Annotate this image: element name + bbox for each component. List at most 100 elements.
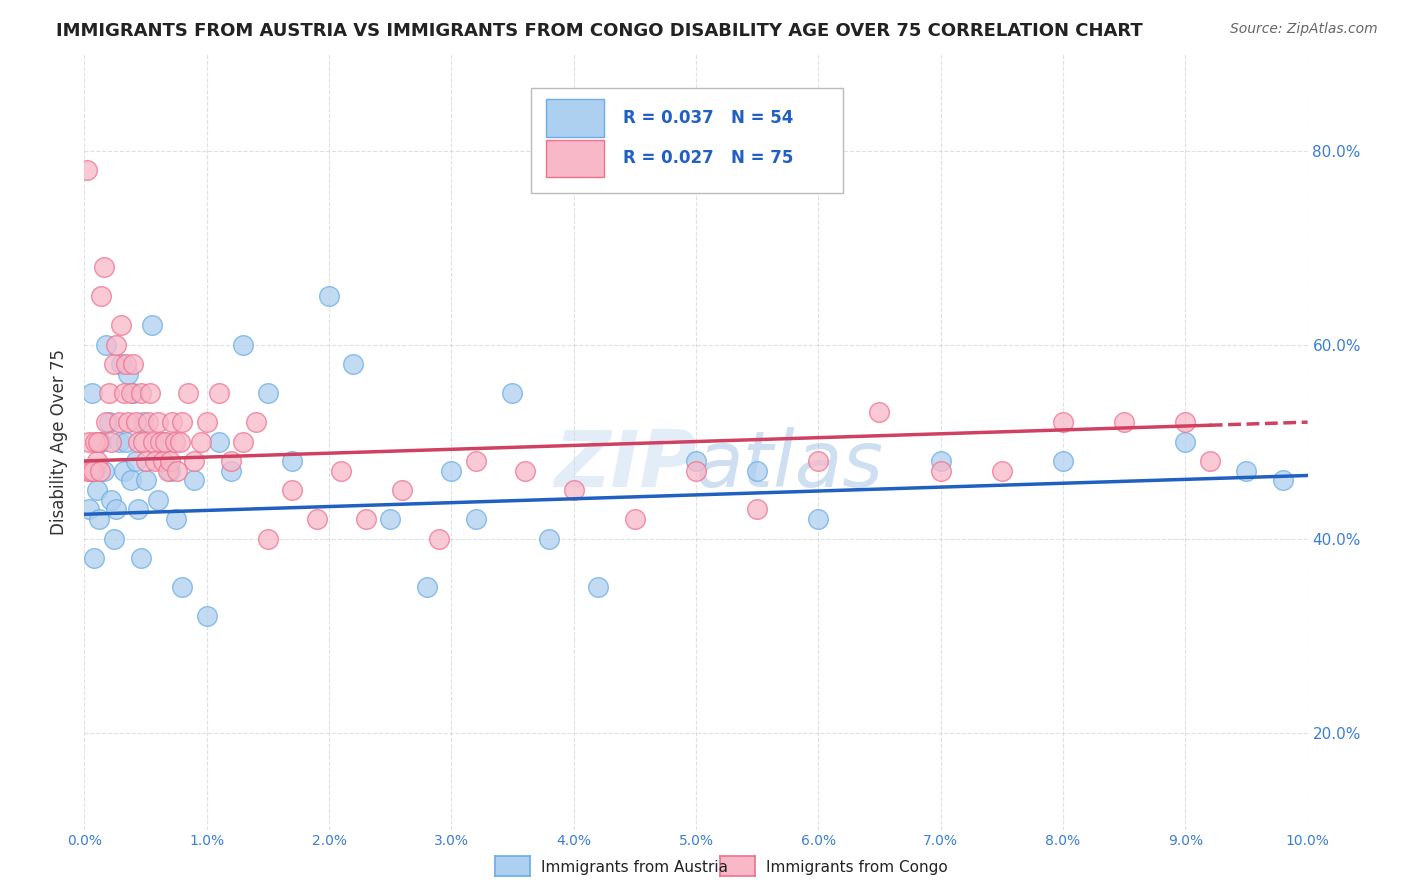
Point bbox=[440, 464, 463, 478]
Point bbox=[416, 580, 439, 594]
Point bbox=[103, 357, 125, 371]
Point bbox=[342, 357, 364, 371]
Point bbox=[112, 464, 135, 478]
Point bbox=[219, 454, 242, 468]
Point bbox=[153, 434, 176, 449]
Point bbox=[115, 357, 138, 371]
Point bbox=[1198, 454, 1220, 468]
Point bbox=[100, 434, 122, 449]
Point bbox=[142, 434, 165, 449]
Point bbox=[139, 386, 162, 401]
Point bbox=[747, 502, 769, 516]
Point bbox=[110, 357, 132, 371]
Point bbox=[172, 580, 194, 594]
Point bbox=[232, 434, 254, 449]
Point bbox=[245, 415, 267, 429]
Point bbox=[136, 415, 159, 429]
Text: atlas: atlas bbox=[696, 426, 884, 503]
Point bbox=[120, 473, 142, 487]
Point bbox=[132, 434, 155, 449]
Point bbox=[122, 357, 145, 371]
Point bbox=[107, 434, 129, 449]
Point bbox=[183, 454, 205, 468]
Point bbox=[105, 502, 128, 516]
Point bbox=[257, 386, 280, 401]
Point bbox=[1272, 473, 1295, 487]
Point bbox=[807, 512, 830, 526]
Point bbox=[195, 609, 218, 624]
Point bbox=[120, 386, 142, 401]
Point bbox=[84, 434, 107, 449]
Point bbox=[1174, 434, 1197, 449]
Point bbox=[172, 415, 194, 429]
Point bbox=[513, 464, 536, 478]
Text: ZIP: ZIP bbox=[554, 426, 696, 503]
Point bbox=[380, 512, 402, 526]
Point bbox=[169, 434, 191, 449]
Point bbox=[1114, 415, 1136, 429]
Point bbox=[127, 434, 149, 449]
Point bbox=[135, 473, 157, 487]
Point bbox=[330, 464, 353, 478]
Text: Source: ZipAtlas.com: Source: ZipAtlas.com bbox=[1230, 22, 1378, 37]
Point bbox=[83, 464, 105, 478]
Point bbox=[77, 502, 100, 516]
Point bbox=[87, 434, 110, 449]
Point bbox=[105, 337, 128, 351]
Point bbox=[125, 454, 148, 468]
Point bbox=[115, 434, 138, 449]
Point bbox=[117, 415, 139, 429]
Point bbox=[79, 464, 101, 478]
Point bbox=[354, 512, 377, 526]
Point bbox=[807, 454, 830, 468]
Point bbox=[96, 337, 118, 351]
Point bbox=[149, 434, 172, 449]
Point bbox=[77, 464, 100, 478]
Point bbox=[281, 483, 304, 497]
Point bbox=[107, 415, 129, 429]
Point bbox=[83, 551, 105, 566]
FancyBboxPatch shape bbox=[546, 99, 605, 136]
Point bbox=[163, 434, 186, 449]
Point bbox=[82, 464, 104, 478]
Point bbox=[427, 532, 450, 546]
Point bbox=[86, 483, 108, 497]
Point bbox=[159, 454, 181, 468]
FancyBboxPatch shape bbox=[546, 140, 605, 177]
Point bbox=[165, 512, 187, 526]
Point bbox=[747, 464, 769, 478]
Point bbox=[90, 289, 112, 303]
Text: R = 0.037   N = 54: R = 0.037 N = 54 bbox=[623, 109, 793, 127]
Point bbox=[89, 464, 111, 478]
Point bbox=[869, 405, 891, 419]
Point bbox=[132, 415, 155, 429]
Point bbox=[685, 454, 707, 468]
Text: Immigrants from Congo: Immigrants from Congo bbox=[766, 860, 948, 874]
Point bbox=[586, 580, 609, 594]
Point bbox=[129, 386, 152, 401]
Point bbox=[562, 483, 585, 497]
Point bbox=[127, 502, 149, 516]
Point bbox=[86, 454, 108, 468]
Point bbox=[143, 454, 166, 468]
Point bbox=[305, 512, 328, 526]
Point bbox=[112, 386, 135, 401]
Point bbox=[152, 454, 174, 468]
Point bbox=[141, 318, 163, 333]
Point bbox=[87, 434, 110, 449]
Point bbox=[219, 464, 242, 478]
Point bbox=[100, 492, 122, 507]
Point bbox=[80, 386, 103, 401]
FancyBboxPatch shape bbox=[531, 88, 842, 194]
Point bbox=[232, 337, 254, 351]
Y-axis label: Disability Age Over 75: Disability Age Over 75 bbox=[51, 349, 69, 534]
Point bbox=[153, 434, 176, 449]
Point bbox=[1052, 415, 1074, 429]
Point bbox=[122, 386, 145, 401]
Point bbox=[103, 532, 125, 546]
Point bbox=[538, 532, 561, 546]
Point bbox=[93, 260, 115, 274]
Point bbox=[166, 464, 188, 478]
Point bbox=[97, 386, 120, 401]
Point bbox=[391, 483, 413, 497]
